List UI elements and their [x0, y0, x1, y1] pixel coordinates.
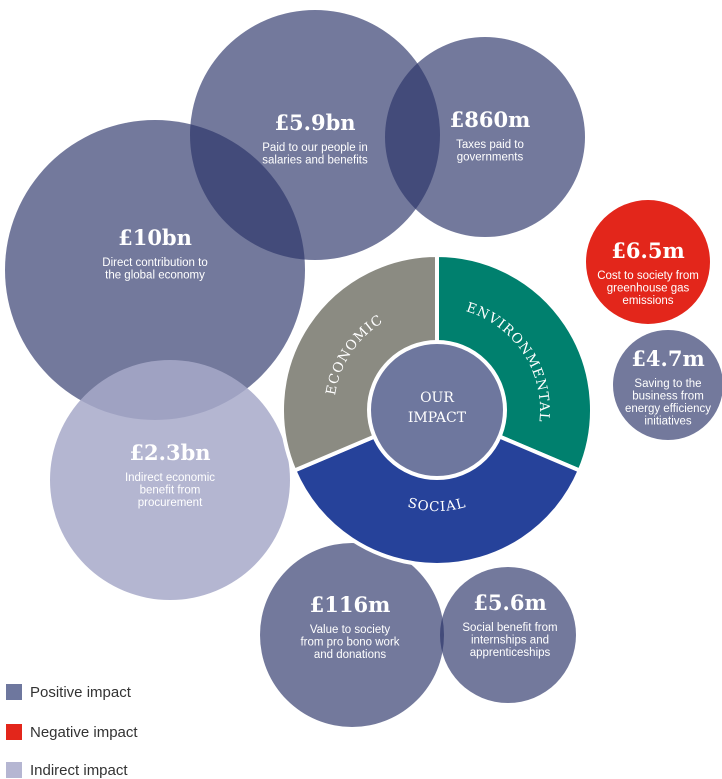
- bubble-description: governments: [457, 152, 524, 164]
- bubble-description: energy efficiency: [625, 403, 711, 415]
- bubble-description: Taxes paid to: [456, 139, 524, 151]
- bubble-description: benefit from: [140, 485, 201, 497]
- bubble-description: Cost to society from: [597, 270, 699, 282]
- bubble-description: internships and: [471, 635, 549, 647]
- bubble: [586, 200, 710, 324]
- legend-swatch: [6, 724, 22, 740]
- bubble-description: Social benefit from: [462, 622, 557, 634]
- bubble: [440, 567, 576, 703]
- bubble-description: and donations: [314, 649, 387, 661]
- bubble: [613, 330, 722, 440]
- bubble-value: £5.6m: [473, 590, 546, 615]
- bubble-description: Direct contribution to: [102, 257, 207, 269]
- bubble-value: £5.9bn: [274, 110, 355, 135]
- legend-label: Indirect impact: [30, 762, 128, 779]
- wheel-center: [367, 340, 507, 480]
- bubble-description: business from: [632, 391, 704, 403]
- bubble-value: £10bn: [118, 225, 192, 250]
- bubble-description: procurement: [138, 497, 203, 509]
- bubble-value: £116m: [310, 592, 391, 617]
- bubbles: [5, 10, 722, 727]
- impact-wheel: [280, 252, 594, 567]
- center-label: OUR: [420, 390, 454, 406]
- legend-swatch: [6, 762, 22, 778]
- legend: Positive impact Negative impact Indirect…: [6, 684, 138, 779]
- bubble: [50, 360, 290, 600]
- bubble-description: the global economy: [105, 270, 205, 282]
- center-label: IMPACT: [408, 410, 467, 426]
- bubble-description: Indirect economic: [125, 472, 215, 484]
- segment-label-text: SOCIAL: [406, 495, 467, 515]
- bubble-value: £4.7m: [631, 346, 704, 371]
- bubble-value: £2.3bn: [129, 440, 210, 465]
- bubble-description: Saving to the: [634, 378, 701, 390]
- bubble: [190, 10, 440, 260]
- bubble: [385, 37, 585, 237]
- bubble-description: initiatives: [644, 416, 692, 428]
- legend-label: Negative impact: [30, 724, 138, 741]
- bubble: [260, 543, 444, 727]
- legend-label: Positive impact: [30, 684, 132, 701]
- segment-label: SOCIAL: [406, 495, 468, 515]
- bubble-value: £6.5m: [611, 238, 684, 263]
- bubble-value: £860m: [450, 107, 531, 132]
- bubble-description: salaries and benefits: [262, 155, 368, 167]
- bubble-description: emissions: [622, 295, 673, 307]
- legend-swatch: [6, 684, 22, 700]
- bubble-description: from pro bono work: [300, 637, 399, 649]
- bubble-description: greenhouse gas: [607, 283, 690, 295]
- bubble-description: Paid to our people in: [262, 142, 368, 154]
- bubble-description: apprenticeships: [470, 647, 551, 659]
- bubble-description: Value to society: [310, 624, 391, 636]
